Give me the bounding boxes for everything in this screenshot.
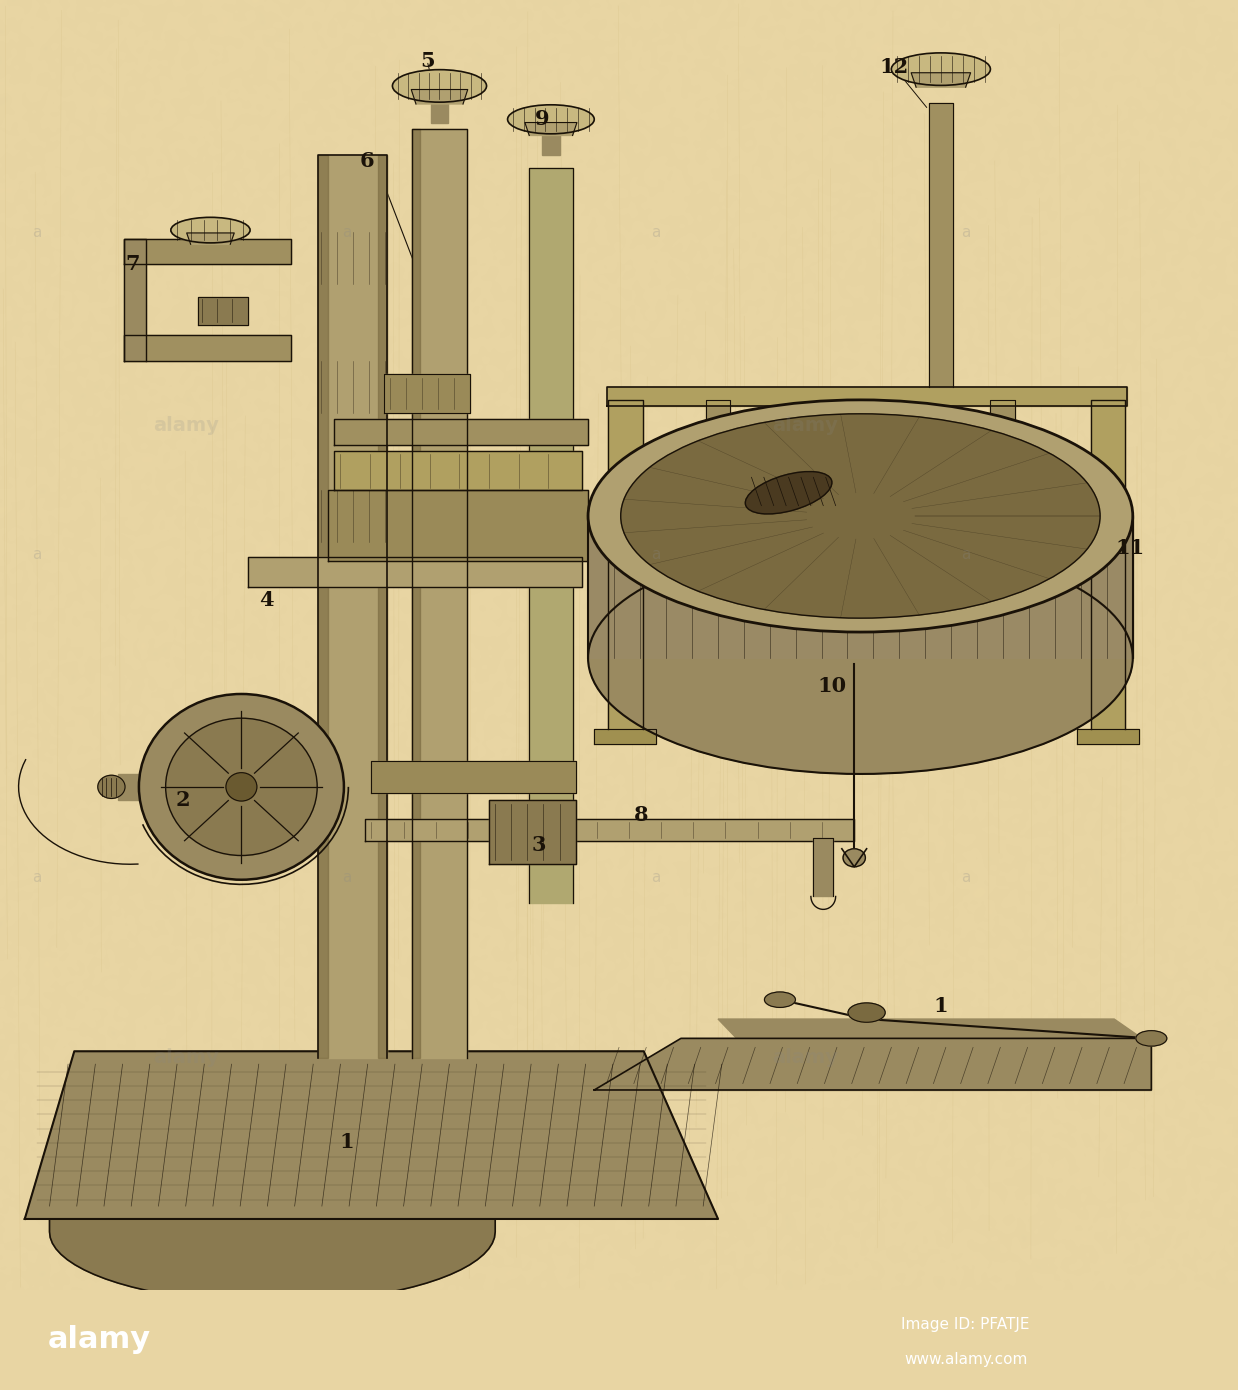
- Text: 8: 8: [634, 805, 649, 826]
- Polygon shape: [431, 97, 448, 122]
- Polygon shape: [542, 129, 560, 154]
- Text: a: a: [342, 870, 352, 884]
- Ellipse shape: [588, 400, 1133, 632]
- Text: 9: 9: [535, 108, 550, 129]
- Ellipse shape: [227, 773, 258, 801]
- Ellipse shape: [891, 53, 990, 85]
- Polygon shape: [588, 516, 1133, 657]
- Ellipse shape: [765, 992, 796, 1008]
- Text: a: a: [961, 870, 971, 884]
- Polygon shape: [607, 386, 1127, 406]
- Text: 6: 6: [359, 152, 374, 171]
- Polygon shape: [334, 452, 582, 491]
- Text: a: a: [961, 225, 971, 239]
- Polygon shape: [412, 129, 467, 1058]
- Text: a: a: [651, 870, 661, 884]
- Polygon shape: [124, 239, 146, 361]
- Polygon shape: [25, 1051, 718, 1219]
- Ellipse shape: [620, 414, 1101, 619]
- Polygon shape: [412, 129, 420, 1058]
- Polygon shape: [928, 103, 953, 386]
- Polygon shape: [378, 154, 387, 1058]
- Ellipse shape: [848, 1004, 885, 1022]
- Polygon shape: [990, 400, 1015, 664]
- Ellipse shape: [171, 217, 250, 243]
- Text: 11: 11: [1115, 538, 1145, 559]
- Ellipse shape: [392, 70, 487, 101]
- Polygon shape: [1077, 728, 1139, 744]
- Text: Image ID: PFATJE: Image ID: PFATJE: [901, 1318, 1030, 1333]
- Text: a: a: [961, 548, 971, 562]
- Text: a: a: [32, 548, 42, 562]
- Text: 12: 12: [879, 57, 909, 76]
- Polygon shape: [334, 420, 588, 445]
- Text: a: a: [342, 225, 352, 239]
- Text: 5: 5: [420, 50, 435, 71]
- Polygon shape: [318, 154, 328, 1058]
- Polygon shape: [718, 1019, 1151, 1045]
- Text: 10: 10: [817, 677, 847, 696]
- Polygon shape: [50, 1219, 495, 1302]
- Polygon shape: [608, 400, 643, 728]
- Polygon shape: [365, 819, 854, 841]
- Polygon shape: [328, 491, 588, 562]
- Polygon shape: [187, 234, 234, 245]
- Text: alamy: alamy: [152, 416, 219, 435]
- Text: alamy: alamy: [771, 1048, 838, 1068]
- Ellipse shape: [1136, 1030, 1167, 1047]
- Polygon shape: [594, 1038, 1151, 1090]
- Ellipse shape: [166, 719, 317, 855]
- Text: alamy: alamy: [152, 1048, 219, 1068]
- Polygon shape: [706, 400, 730, 664]
- Polygon shape: [1091, 400, 1125, 728]
- Text: 4: 4: [259, 589, 274, 610]
- Ellipse shape: [98, 776, 125, 798]
- Text: a: a: [32, 870, 42, 884]
- Polygon shape: [124, 335, 291, 361]
- Polygon shape: [318, 154, 387, 1058]
- Polygon shape: [911, 72, 971, 88]
- Ellipse shape: [139, 694, 344, 880]
- Ellipse shape: [508, 104, 594, 133]
- Text: a: a: [651, 548, 661, 562]
- Polygon shape: [411, 89, 468, 104]
- Polygon shape: [248, 557, 582, 587]
- Text: 7: 7: [125, 254, 140, 274]
- Text: a: a: [32, 225, 42, 239]
- Text: 3: 3: [531, 835, 546, 855]
- Text: 1: 1: [339, 1131, 354, 1151]
- Text: 2: 2: [176, 790, 191, 810]
- Polygon shape: [198, 296, 248, 325]
- Text: alamy: alamy: [47, 1326, 151, 1354]
- Text: a: a: [651, 225, 661, 239]
- Polygon shape: [529, 168, 573, 904]
- Polygon shape: [813, 838, 833, 897]
- Text: 1: 1: [933, 997, 948, 1016]
- Polygon shape: [384, 374, 470, 413]
- Polygon shape: [118, 774, 161, 799]
- Text: www.alamy.com: www.alamy.com: [904, 1352, 1028, 1368]
- Polygon shape: [124, 239, 291, 264]
- Ellipse shape: [843, 849, 865, 867]
- Polygon shape: [594, 728, 656, 744]
- Text: alamy: alamy: [771, 416, 838, 435]
- Polygon shape: [525, 122, 577, 135]
- Polygon shape: [489, 799, 576, 865]
- Ellipse shape: [745, 471, 832, 514]
- Polygon shape: [371, 762, 576, 794]
- Ellipse shape: [588, 542, 1133, 774]
